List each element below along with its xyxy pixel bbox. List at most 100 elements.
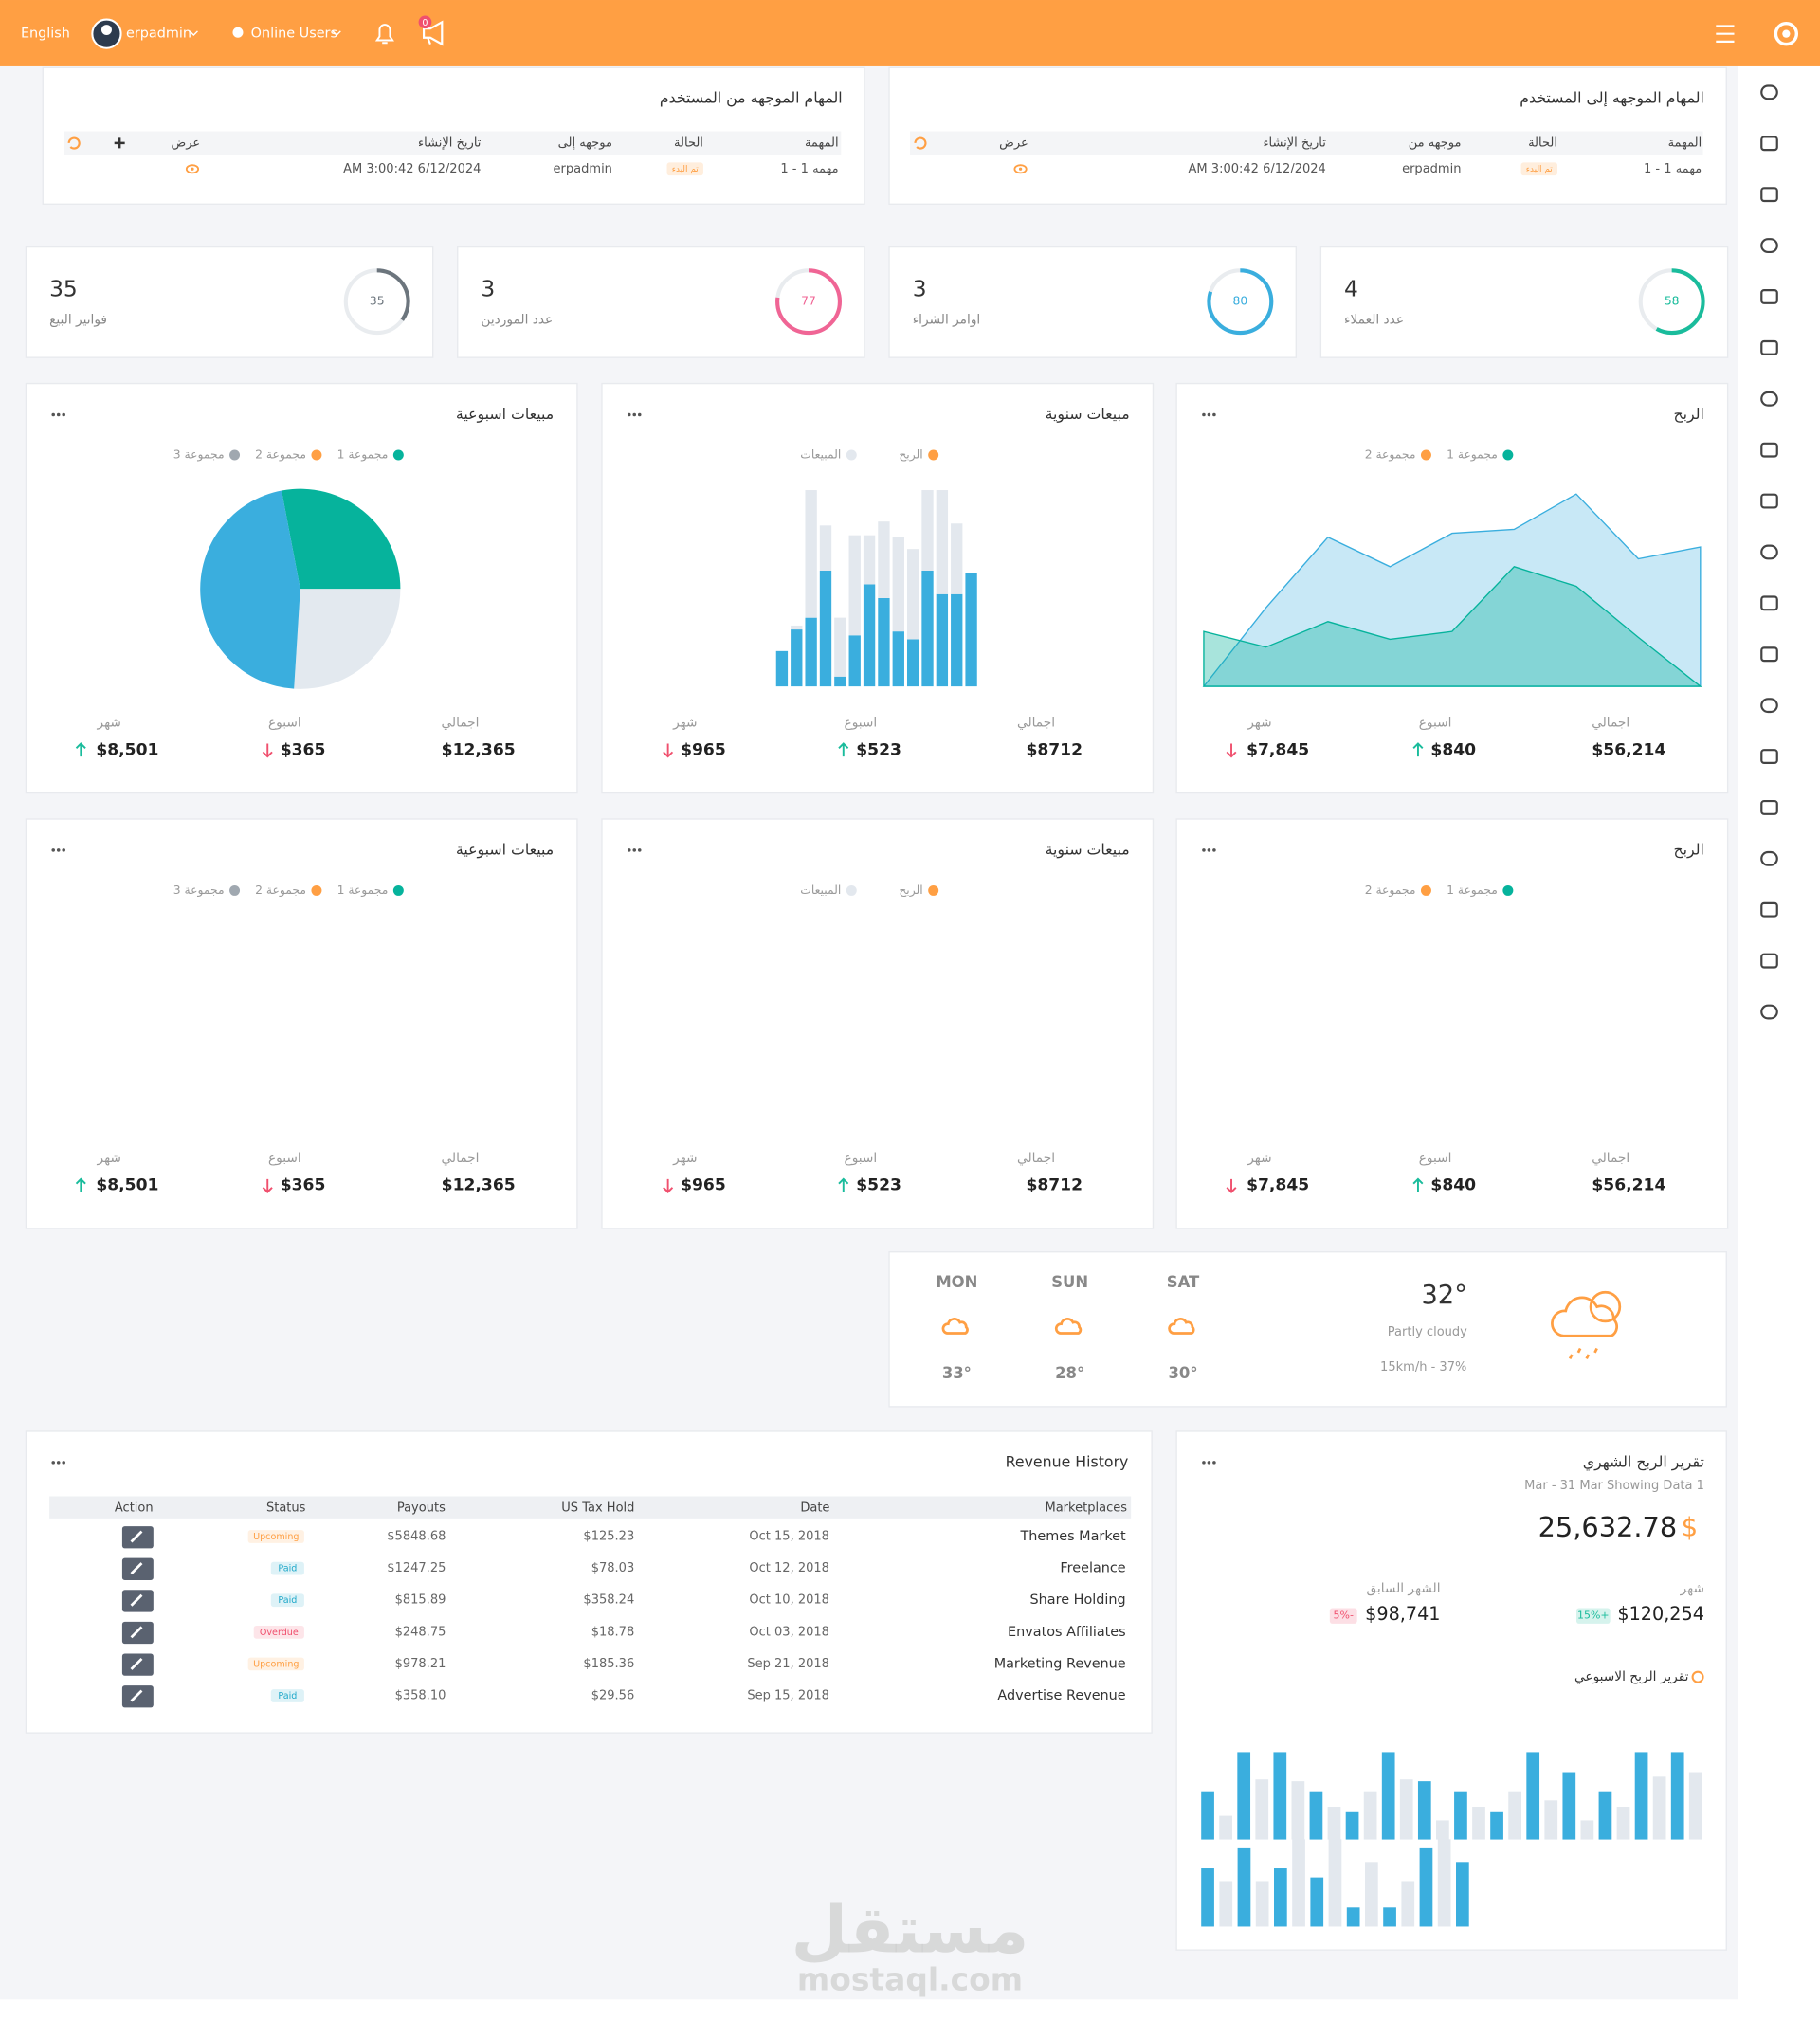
edit-button[interactable] (121, 1557, 154, 1580)
status-text: Paid (278, 1691, 297, 1701)
sidebar-icon[interactable] (1760, 953, 1778, 969)
sidebar-icon[interactable] (1760, 84, 1778, 100)
card-title: تقرير الربح الشهري (1583, 1452, 1704, 1471)
megaphone-icon[interactable] (422, 20, 444, 46)
refresh-icon[interactable] (67, 136, 81, 150)
stat-label: اجمالي (441, 716, 479, 731)
stat-label: اسبوع (268, 716, 301, 731)
card-menu[interactable] (1202, 412, 1216, 417)
sidebar-icon[interactable] (1760, 901, 1778, 918)
stat-label: شهر (672, 1151, 697, 1166)
edit-button[interactable] (121, 1590, 154, 1612)
card-menu[interactable] (1202, 1461, 1216, 1465)
metric-label: شهر (1680, 1581, 1704, 1596)
status-badge (270, 1689, 304, 1702)
menu-dot (51, 848, 56, 852)
cloud-shape (941, 1318, 969, 1335)
sun-shape (1589, 1290, 1622, 1323)
menu-dot (51, 1461, 56, 1465)
pie-slice (282, 488, 401, 590)
stat-label: اسبوع (845, 1151, 878, 1166)
column-header: المهمة (805, 136, 839, 150)
status-badge (253, 1625, 304, 1639)
cell-text: مهمه 1 - 1 (780, 162, 838, 176)
menu-dot (62, 1461, 65, 1465)
language-switch[interactable]: English (21, 27, 70, 42)
edit-button[interactable] (121, 1621, 154, 1645)
notification-badge (418, 15, 432, 29)
view-icon[interactable] (1013, 164, 1028, 174)
cell-text: $978.21 (395, 1657, 446, 1671)
brand-icon-dot (1782, 29, 1791, 38)
sidebar-icon[interactable] (1760, 289, 1778, 304)
watermark: mostaql.com (797, 1961, 1023, 1998)
edit-button[interactable] (121, 1653, 154, 1676)
sidebar-icon[interactable] (1760, 646, 1778, 663)
stat-value: 3 (913, 276, 927, 301)
weekly-bar (1291, 1781, 1305, 1840)
weekly-bar (1544, 1800, 1558, 1840)
menu-dot (637, 412, 642, 417)
pie-slice (200, 490, 300, 689)
edit-icon (130, 1626, 143, 1639)
legend-label: مجموعة 1 (337, 448, 389, 463)
legend-label: مجموعة 3 (173, 883, 225, 898)
cell-text: $125.23 (583, 1530, 634, 1544)
online-users[interactable]: Online Users (251, 27, 337, 42)
edit-button[interactable] (121, 1685, 154, 1708)
legend-label: مجموعة 1 (1447, 448, 1498, 463)
edit-button[interactable] (121, 1526, 154, 1549)
sidebar-icon[interactable] (1760, 850, 1778, 866)
sidebar-icon[interactable] (1760, 136, 1778, 152)
user-menu[interactable]: erpadmin (126, 27, 191, 42)
card-menu[interactable] (51, 412, 65, 417)
card-menu[interactable] (627, 848, 642, 852)
sidebar-icon[interactable] (1760, 749, 1778, 764)
chart-title: الربح (1673, 405, 1703, 424)
column-header: الحالة (1528, 136, 1557, 150)
weekly-bar (1219, 1881, 1233, 1927)
trend-arrow (838, 1177, 849, 1192)
sidebar-icon[interactable] (1760, 442, 1778, 458)
refresh-icon[interactable] (914, 136, 927, 150)
sidebar-icon[interactable] (1760, 1004, 1778, 1020)
bar (878, 521, 890, 598)
sidebar-icon[interactable] (1760, 595, 1778, 611)
column-header: موجهه إلى (558, 136, 612, 150)
sidebar-icon[interactable] (1760, 493, 1778, 509)
sidebar-icon[interactable] (1760, 187, 1778, 203)
change-text: -5% (1334, 1610, 1354, 1622)
stat-value: $523 (856, 1176, 901, 1195)
card-menu[interactable] (51, 1461, 65, 1465)
chart-card (601, 818, 1155, 1229)
cell-text: $185.36 (583, 1657, 634, 1671)
trend-arrow (1226, 1178, 1237, 1193)
brand-icon (1774, 21, 1799, 46)
menu-dot (51, 412, 56, 417)
weekly-bar (1201, 1868, 1214, 1927)
weekly-bar (1201, 1791, 1214, 1840)
card-menu[interactable] (627, 412, 642, 417)
sidebar-icon[interactable] (1760, 698, 1778, 714)
bar (921, 570, 934, 687)
add-icon[interactable] (114, 137, 125, 149)
status-badge (270, 1593, 304, 1608)
card-menu[interactable] (51, 848, 65, 852)
sidebar-icon[interactable] (1760, 391, 1778, 407)
sidebar-icon[interactable] (1760, 339, 1778, 355)
cell-text: Oct 15, 2018 (749, 1530, 829, 1544)
bell-icon[interactable] (374, 24, 394, 45)
users-icon (232, 27, 244, 38)
weekly-bar (1274, 1868, 1287, 1927)
forecast-icon (1054, 1318, 1083, 1335)
card-menu[interactable] (1202, 848, 1216, 852)
bar (775, 650, 789, 687)
sidebar-icon[interactable] (1760, 544, 1778, 560)
sidebar-icon[interactable] (1760, 238, 1778, 254)
legend-label: مجموعة 2 (255, 883, 306, 898)
area (1203, 566, 1702, 687)
view-icon[interactable] (185, 164, 200, 174)
stat-value: $8,501 (96, 1176, 158, 1195)
sidebar-icon[interactable] (1760, 799, 1778, 815)
bar (848, 635, 861, 687)
